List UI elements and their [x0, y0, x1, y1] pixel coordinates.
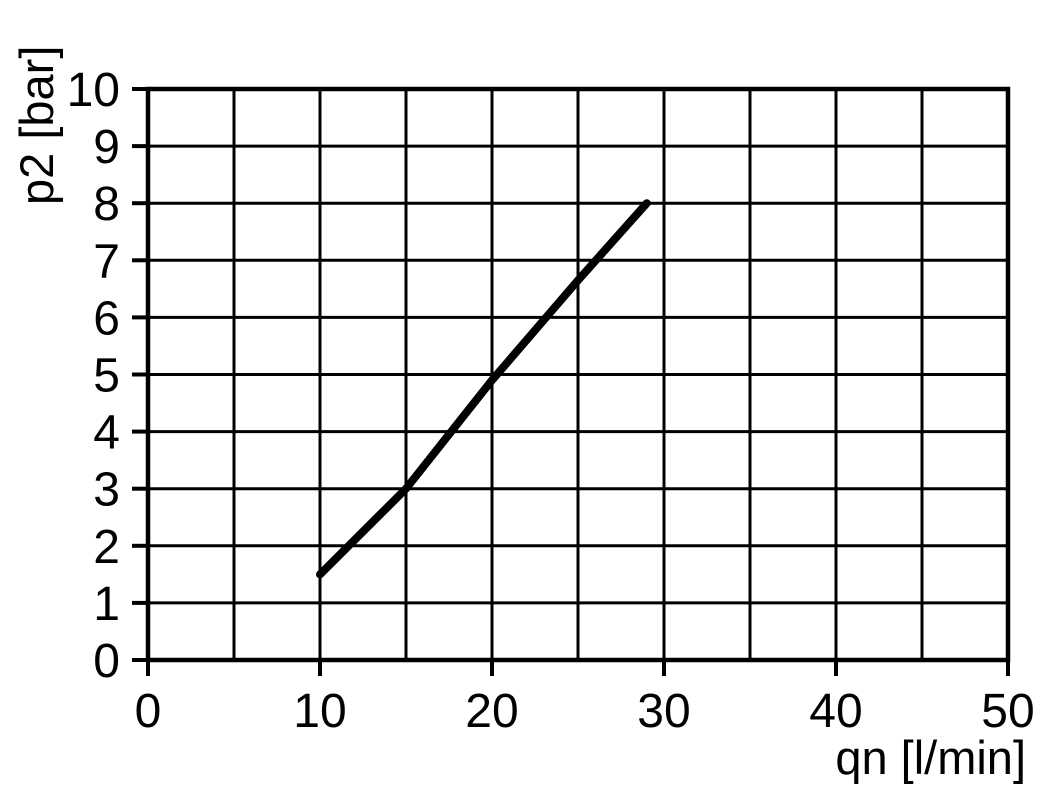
y-tick-label: 10	[67, 64, 120, 117]
pressure-drop-curve	[316, 199, 651, 579]
y-tick-label: 6	[93, 292, 120, 345]
y-tick-label: 7	[93, 235, 120, 288]
axis-ticks	[132, 87, 1010, 676]
x-tick-label: 20	[465, 685, 518, 738]
gridlines	[146, 87, 1010, 662]
y-tick-label: 8	[93, 178, 120, 231]
x-tick-label: 40	[809, 685, 862, 738]
y-tick-label: 2	[93, 521, 120, 574]
x-tick-label: 0	[135, 685, 162, 738]
x-axis-label: qn [l/min]	[835, 731, 1026, 784]
x-tick-label: 10	[293, 685, 346, 738]
y-tick-label: 5	[93, 350, 120, 403]
y-tick-label: 9	[93, 121, 120, 174]
y-tick-label: 4	[93, 407, 120, 460]
y-tick-label: 0	[93, 635, 120, 688]
x-tick-label: 30	[637, 685, 690, 738]
data-series	[316, 199, 651, 579]
y-tick-label: 3	[93, 464, 120, 517]
x-tick-label: 50	[981, 685, 1034, 738]
y-axis-label: p2 [bar]	[10, 46, 63, 205]
y-tick-label: 1	[93, 578, 120, 631]
